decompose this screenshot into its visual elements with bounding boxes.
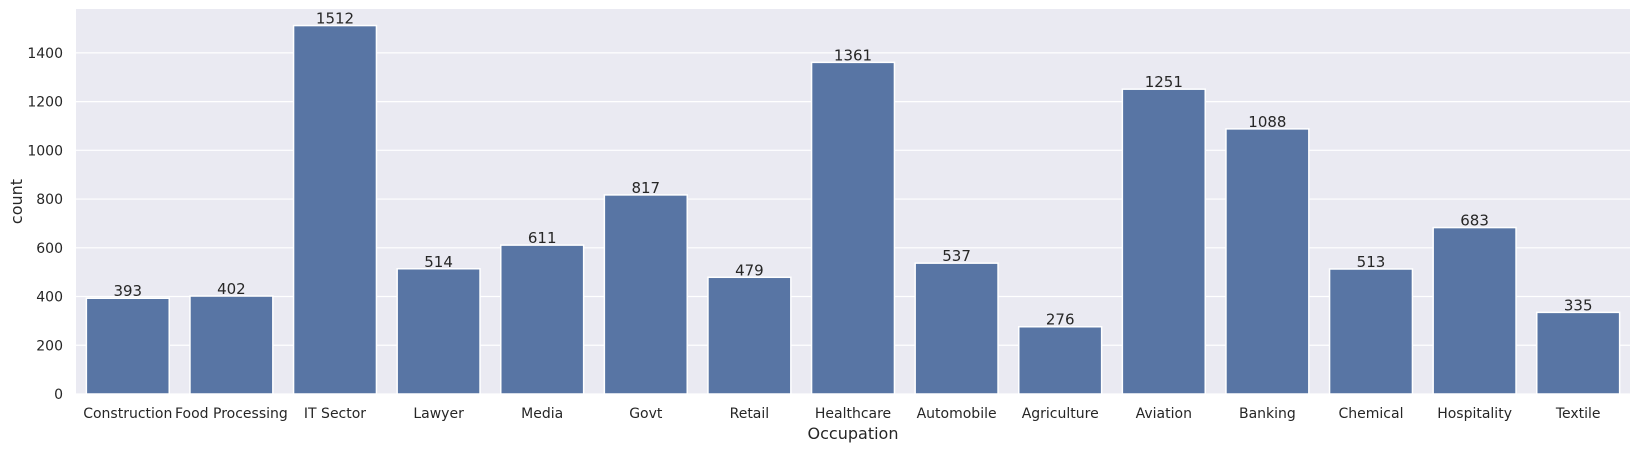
y-tick-label: 0 bbox=[54, 387, 63, 403]
bar-govt bbox=[603, 194, 688, 395]
bar-value-label: 513 bbox=[1357, 253, 1386, 271]
x-tick-label: Hospitality bbox=[1437, 406, 1512, 422]
y-tick-label: 1400 bbox=[27, 46, 63, 62]
bar-value-label: 683 bbox=[1460, 212, 1489, 230]
x-tick-label: Aviation bbox=[1136, 406, 1192, 422]
data-labels: 393 402 1512 514 611 817 479 1361 537 276 1251 1088… bbox=[113, 10, 1592, 329]
bar-media bbox=[500, 244, 585, 395]
bar-it-sector bbox=[292, 24, 378, 395]
bar-aviation bbox=[1121, 88, 1206, 395]
x-tick-label: Chemical bbox=[1339, 406, 1404, 422]
bar-value-label: 1088 bbox=[1248, 113, 1286, 131]
bar-value-label: 1251 bbox=[1145, 73, 1183, 91]
x-tick-label: Automobile bbox=[917, 406, 997, 422]
bar-construction bbox=[85, 297, 170, 395]
x-tick-label: Agriculture bbox=[1022, 406, 1099, 422]
bar-value-label: 537 bbox=[942, 247, 971, 265]
bar-value-label: 276 bbox=[1046, 311, 1075, 329]
y-axis-title: count bbox=[7, 179, 26, 224]
bar-value-label: 1361 bbox=[834, 46, 872, 64]
bar-textile bbox=[1536, 311, 1621, 395]
bar-retail bbox=[707, 276, 792, 395]
bar-lawyer bbox=[396, 268, 481, 395]
x-tick-label: Construction bbox=[83, 406, 172, 422]
bar-value-label: 817 bbox=[631, 179, 660, 197]
bar-value-label: 611 bbox=[528, 229, 557, 247]
bar-food-processing bbox=[189, 295, 274, 395]
x-tick-label: Lawyer bbox=[413, 406, 464, 422]
x-tick-label: Govt bbox=[629, 406, 663, 422]
y-tick-label: 200 bbox=[36, 338, 63, 354]
y-tick-label: 400 bbox=[36, 290, 63, 306]
bar-value-label: 402 bbox=[217, 280, 246, 298]
bar-healthcare bbox=[810, 61, 896, 395]
x-tick-label: Banking bbox=[1239, 406, 1296, 422]
bar-hospitality bbox=[1432, 226, 1517, 395]
bars bbox=[85, 24, 1621, 395]
bar-agriculture bbox=[1018, 325, 1103, 395]
y-axis-ticks: 0 200 400 600 800 1000 1200 1400 bbox=[27, 46, 63, 403]
x-axis-title: Occupation bbox=[808, 424, 899, 443]
x-tick-label: Food Processing bbox=[175, 406, 288, 422]
y-tick-label: 1000 bbox=[27, 143, 63, 159]
x-tick-label: Healthcare bbox=[815, 406, 891, 422]
bar-banking bbox=[1225, 128, 1310, 395]
bar-value-label: 1512 bbox=[316, 10, 354, 28]
x-tick-label: Retail bbox=[730, 406, 770, 422]
x-tick-label: Media bbox=[521, 406, 563, 422]
x-axis-ticks: Construction Food Processing IT Sector Lawy… bbox=[83, 406, 1600, 422]
bar-chemical bbox=[1328, 268, 1414, 395]
bar-value-label: 393 bbox=[113, 282, 142, 300]
x-tick-label: Textile bbox=[1555, 406, 1601, 422]
bar-value-label: 335 bbox=[1564, 296, 1593, 314]
y-tick-label: 800 bbox=[36, 192, 63, 208]
y-tick-label: 1200 bbox=[27, 95, 63, 111]
x-tick-label: IT Sector bbox=[304, 406, 366, 422]
y-tick-label: 600 bbox=[36, 241, 63, 257]
bar-value-label: 479 bbox=[735, 261, 764, 279]
bar-value-label: 514 bbox=[424, 253, 453, 271]
bar-automobile bbox=[914, 262, 999, 395]
